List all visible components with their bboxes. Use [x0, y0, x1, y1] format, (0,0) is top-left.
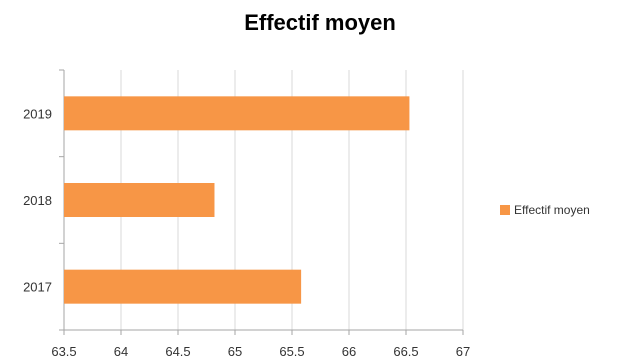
legend-label: Effectif moyen	[514, 203, 590, 217]
y-tick-label: 2018	[23, 193, 52, 208]
x-tick-label: 65	[228, 344, 242, 359]
y-tick-label: 2019	[23, 106, 52, 121]
legend-swatch	[500, 205, 510, 215]
x-tick-label: 64	[114, 344, 128, 359]
x-tick-label: 66.5	[393, 344, 418, 359]
x-tick-label: 63.5	[51, 344, 76, 359]
bar-2017	[64, 269, 302, 304]
chart-title: Effectif moyen	[244, 10, 396, 35]
x-tick-label: 66	[342, 344, 356, 359]
bar-2019	[64, 96, 410, 131]
x-tick-label: 67	[456, 344, 470, 359]
x-tick-label: 65.5	[279, 344, 304, 359]
y-tick-label: 2017	[23, 280, 52, 295]
x-tick-label: 64.5	[165, 344, 190, 359]
bar-2018	[64, 183, 215, 217]
